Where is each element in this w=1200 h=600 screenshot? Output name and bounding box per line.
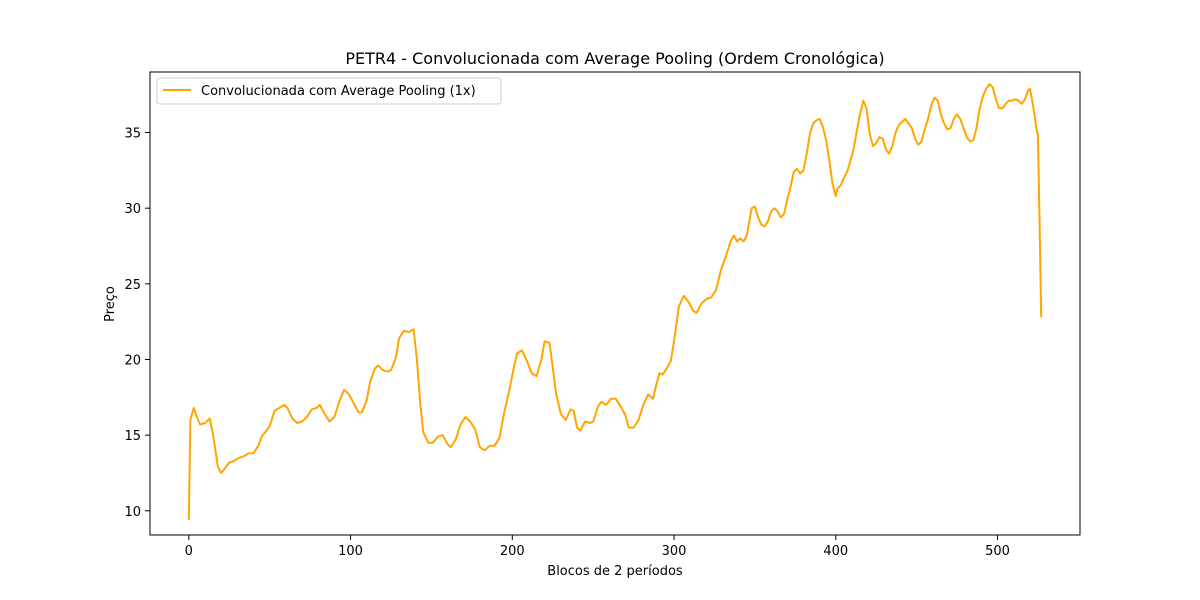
x-axis-label: Blocos de 2 períodos: [547, 564, 683, 579]
y-tick-label: 15: [124, 429, 141, 444]
legend-label: Convolucionada com Average Pooling (1x): [201, 84, 476, 99]
x-tick-label: 300: [662, 544, 687, 559]
y-tick-label: 20: [124, 353, 141, 368]
y-axis: 10 15 20 25 30 35: [124, 127, 150, 520]
series-line: [187, 83, 1043, 520]
x-tick-label: 100: [338, 544, 363, 559]
x-tick-label: 500: [985, 544, 1010, 559]
y-axis-label: Preço: [103, 286, 118, 322]
x-tick-label: 400: [823, 544, 848, 559]
x-tick-label: 200: [500, 544, 525, 559]
y-tick-label: 30: [124, 202, 141, 217]
plot-frame: [149, 71, 1081, 536]
y-tick-label: 25: [124, 278, 141, 293]
chart-title: PETR4 - Convolucionada com Average Pooli…: [345, 49, 884, 68]
legend-box: [156, 77, 502, 105]
legend: Convolucionada com Average Pooling (1x): [156, 77, 502, 105]
x-axis: 0 100 200 300 400 500: [185, 535, 1010, 559]
y-tick-label: 10: [124, 505, 141, 520]
y-tick-label: 35: [124, 127, 141, 142]
plot-area: [149, 71, 1081, 536]
x-tick-label: 0: [185, 544, 193, 559]
